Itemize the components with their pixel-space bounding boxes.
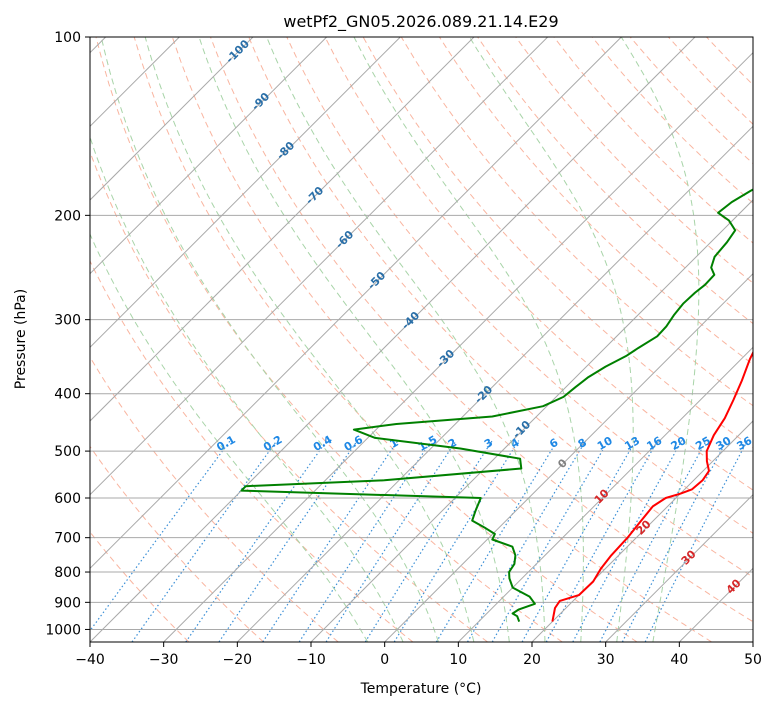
y-tick-label: 800: [54, 565, 81, 581]
mixing-ratio-line: [435, 440, 558, 642]
moist-adiabat: [90, 232, 369, 642]
background-lines: [90, 37, 753, 642]
x-tick-label: −30: [149, 652, 179, 668]
x-tick-label: 30: [597, 652, 615, 668]
mixing-ratio-line: [131, 440, 278, 642]
y-tick-label: 500: [54, 444, 81, 460]
dry-adiabat: [515, 37, 753, 284]
moist-adiabat: [198, 37, 510, 642]
isotherm: [384, 272, 753, 642]
isotherm: [90, 37, 549, 496]
mixing-ratio-line: [364, 440, 493, 642]
y-axis: 100 200 300 400 500 600 700 800 900 1000: [45, 30, 90, 638]
isotherm: [90, 37, 622, 570]
isotherm: [90, 37, 475, 422]
mixing-ratio-line: [491, 440, 609, 642]
moist-adiabat: [266, 37, 546, 642]
isotherm: [163, 51, 753, 642]
dry-adiabat: [210, 37, 753, 623]
mixing-ratio-line: [298, 440, 432, 642]
isotherm: [90, 37, 254, 201]
moist-adiabat: [620, 37, 700, 642]
y-tick-label: 600: [54, 491, 81, 507]
y-tick-label: 400: [54, 387, 81, 403]
x-axis: −40 −30 −20 −10 0 10 20 30 40 50: [75, 642, 762, 668]
mixing-ratio-line: [644, 440, 748, 642]
y-tick-label: 300: [54, 313, 81, 329]
isotherm: [236, 125, 753, 642]
mixing-ratio-line: [545, 440, 659, 642]
isotherm: [90, 37, 401, 349]
chart-title: wetPf2_GN05.2026.089.21.14.E29: [283, 12, 558, 32]
dry-adiabat: [324, 37, 753, 491]
isotherm: [457, 346, 753, 642]
profiles: [240, 188, 753, 622]
y-axis-label: Pressure (hPa): [13, 289, 29, 389]
mixing-ratio-line: [325, 440, 457, 642]
x-tick-label: −20: [223, 652, 253, 668]
x-tick-label: 40: [670, 652, 688, 668]
y-tick-label: 100: [54, 30, 81, 46]
isotherm: [310, 199, 753, 642]
dry-adiabat: [133, 37, 638, 642]
isotherm: [90, 37, 696, 642]
plot-background: [90, 37, 753, 642]
x-tick-label: 10: [449, 652, 467, 668]
x-tick-label: 20: [523, 652, 541, 668]
mixing-ratio-line: [572, 440, 683, 642]
mixing-ratio-line: [521, 440, 637, 642]
mixing-ratio-label: 36: [734, 434, 754, 453]
y-tick-label: 1000: [45, 622, 81, 638]
mixing-ratio-line: [90, 440, 231, 632]
dewpoint-profile: [240, 188, 753, 622]
dry-adiabat: [95, 37, 563, 642]
x-tick-label: −40: [75, 652, 105, 668]
x-tick-label: 0: [380, 652, 389, 668]
dry-adiabat: [90, 445, 264, 642]
dry-adiabat: [248, 37, 753, 578]
mixing-ratio-line: [262, 440, 399, 642]
isotherm: [531, 420, 753, 642]
mixing-ratio-line: [466, 440, 587, 642]
moist-adiabat: [100, 37, 439, 642]
dry-adiabat: [90, 356, 339, 642]
isotherm: [90, 37, 328, 275]
y-tick-label: 200: [54, 208, 81, 224]
dry-adiabat: [171, 37, 712, 642]
moist-adiabat: [144, 37, 475, 642]
temperature-profile: [551, 350, 753, 622]
moist-adiabat: [353, 37, 584, 642]
isotherm: [605, 493, 753, 642]
moist-adiabat: [90, 135, 404, 642]
dry-adiabat: [286, 37, 753, 534]
x-tick-label: 50: [744, 652, 762, 668]
mixing-ratio-line: [185, 440, 328, 642]
y-tick-label: 700: [54, 531, 81, 547]
plot-frame: [89, 36, 754, 643]
x-axis-label: Temperature (°C): [360, 681, 482, 697]
x-tick-label: −10: [296, 652, 326, 668]
y-tick-label: 900: [54, 595, 81, 611]
dry-adiabat: [90, 259, 414, 642]
